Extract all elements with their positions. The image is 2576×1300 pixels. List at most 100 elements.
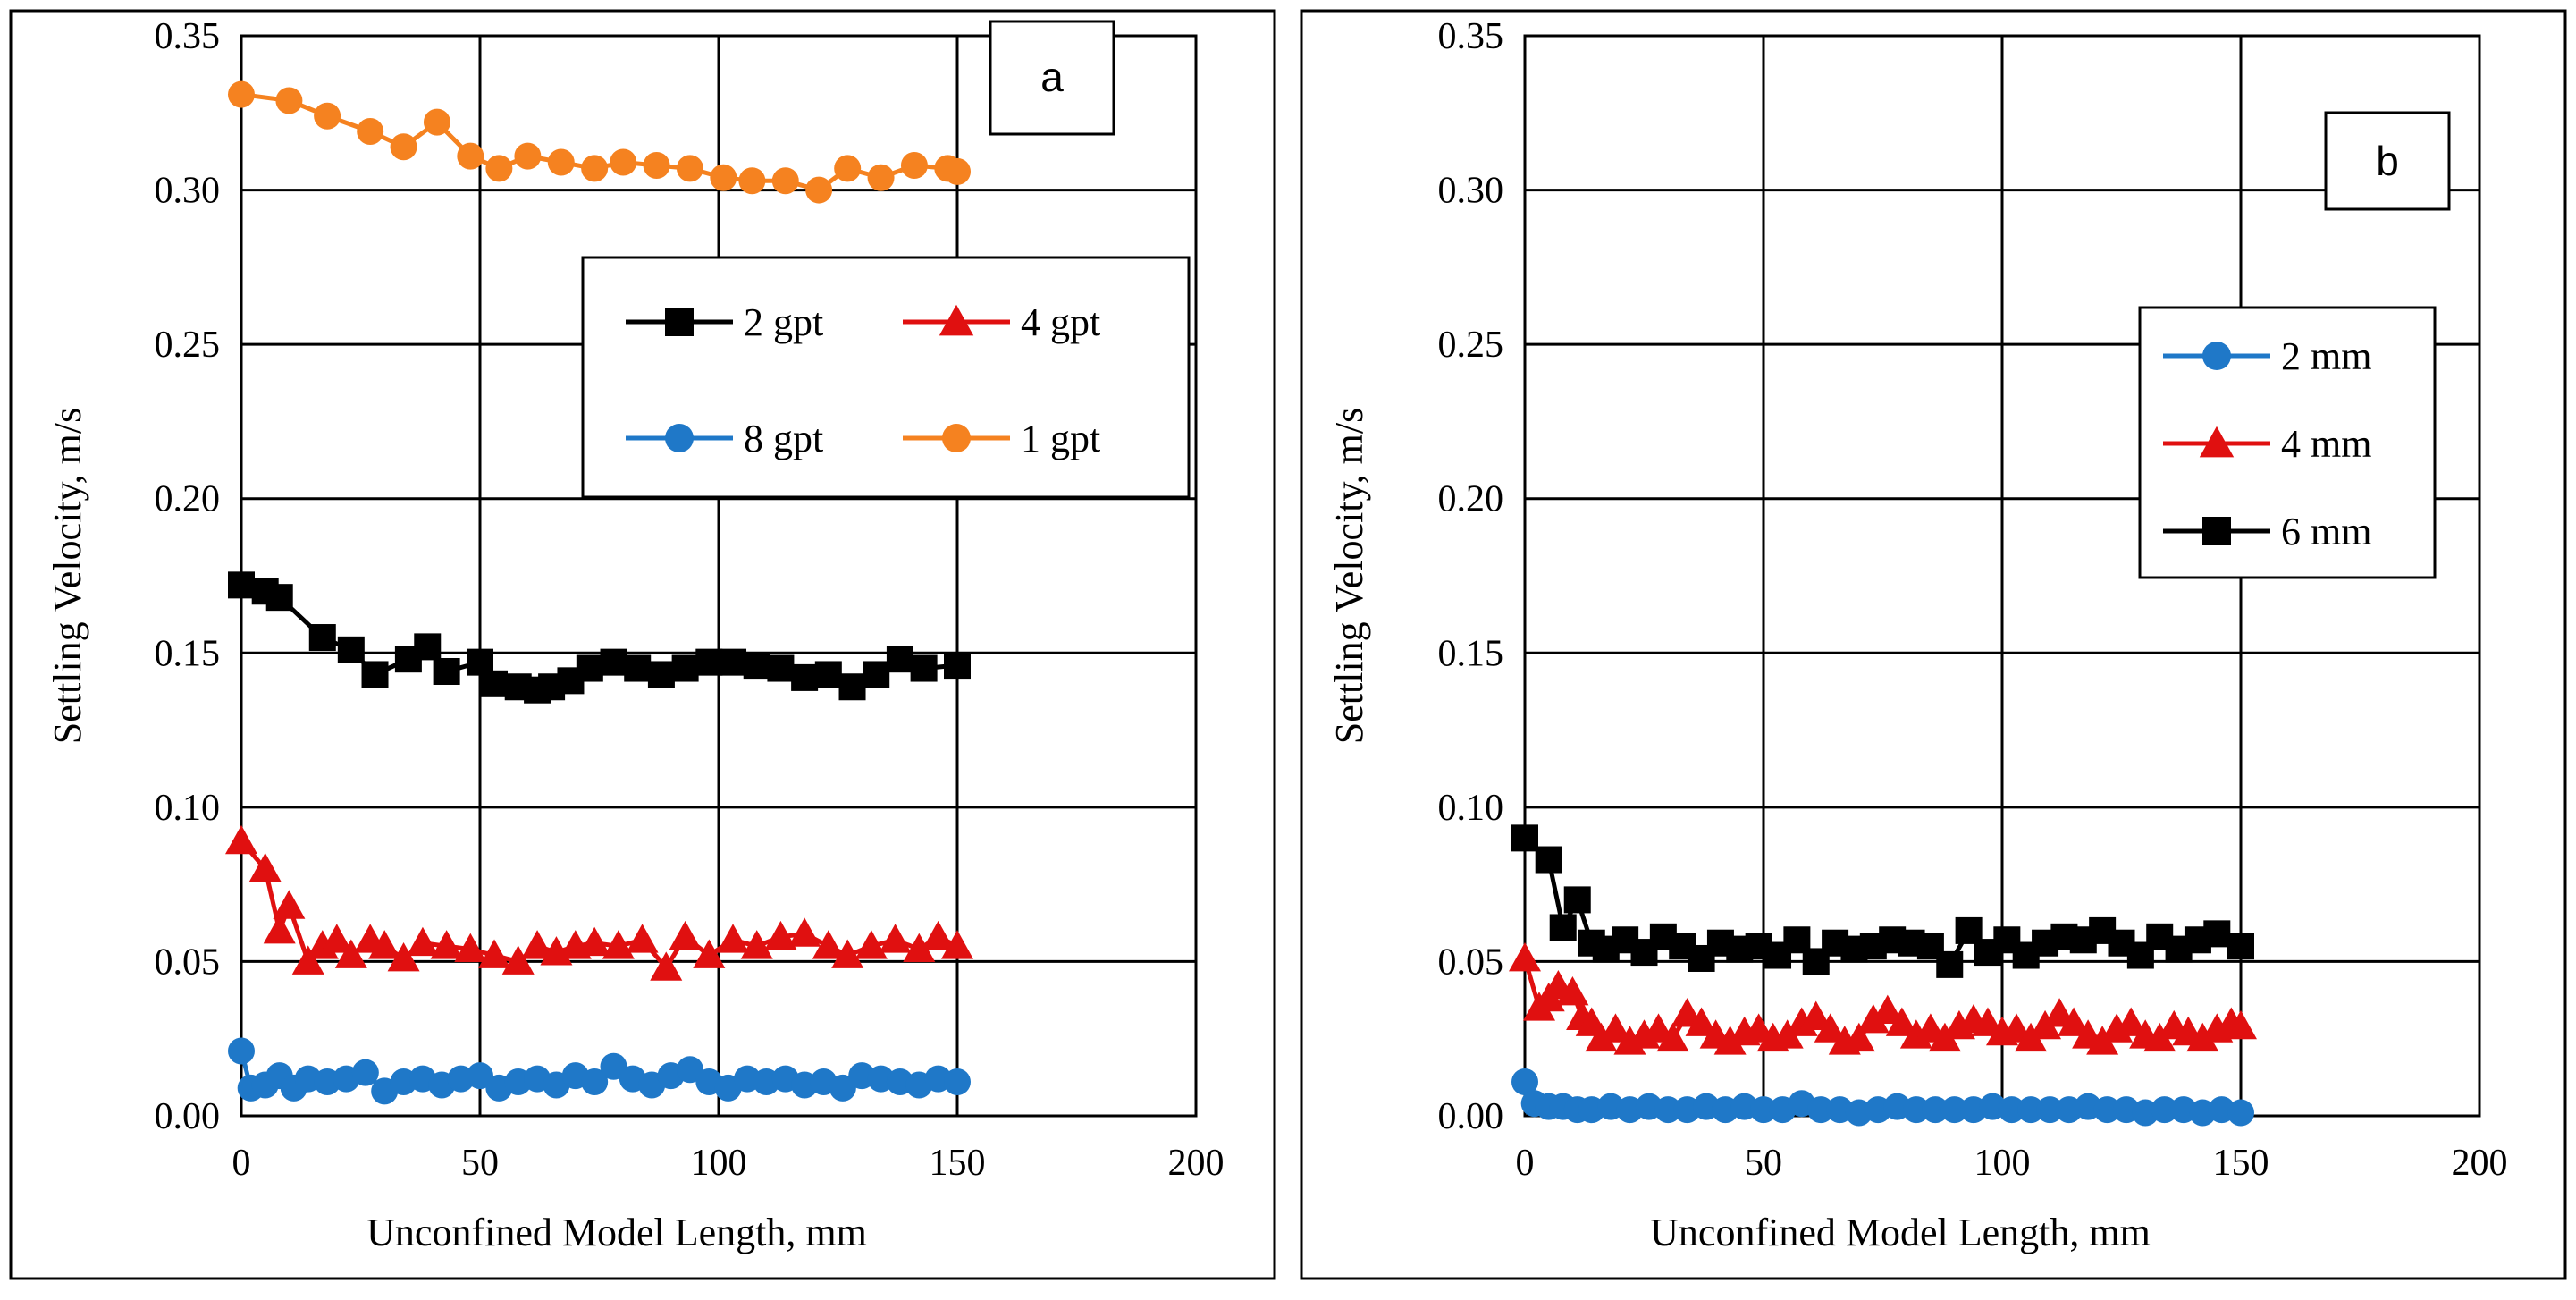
y-tick-label: 0.05 (155, 941, 221, 983)
legend-a-items: 2 gpt 4 gpt 8 gpt 1 gpt (626, 300, 1100, 460)
data-point (2227, 933, 2254, 960)
data-point (743, 652, 770, 680)
y-axis-label-b: Settling Velocity, m/s (1327, 408, 1371, 744)
data-point (1842, 1022, 1875, 1052)
data-point (248, 852, 282, 882)
legend-marker (2202, 517, 2231, 545)
legend-marker (2202, 342, 2231, 370)
series-1-gpt (228, 80, 971, 204)
data-point (1713, 1026, 1747, 1055)
legend-label: 1 gpt (1021, 417, 1100, 460)
data-point (600, 648, 627, 676)
legend-a: 2 gpt 4 gpt 8 gpt 1 gpt (581, 256, 1191, 499)
data-point (610, 148, 637, 176)
data-point (308, 624, 336, 652)
y-tick-label: 0.20 (155, 479, 221, 520)
series-2-gpt (228, 571, 971, 704)
data-point (1549, 914, 1577, 941)
data-point (626, 924, 659, 953)
data-point (1511, 824, 1538, 852)
y-tick-label: 0.20 (1438, 479, 1504, 520)
panel-a-label: a (1040, 54, 1064, 100)
panel-a-label-box (989, 20, 1115, 136)
y-tick-label: 0.15 (1438, 633, 1504, 674)
data-point (414, 633, 442, 661)
data-point (263, 914, 296, 944)
x-tick-label: 50 (1745, 1143, 1782, 1184)
data-point (406, 926, 439, 957)
x-tick-label: 150 (930, 1143, 986, 1184)
data-point (671, 654, 699, 682)
legend-b: 2 mm 4 mm 6 mm (2138, 306, 2437, 579)
data-point (814, 661, 842, 688)
data-point (334, 939, 367, 968)
data-point (771, 167, 799, 195)
data-point (1885, 1007, 1918, 1036)
data-point (514, 142, 542, 170)
legend-marker (939, 304, 974, 336)
data-point (1585, 1022, 1618, 1052)
data-point (320, 924, 353, 953)
legend-item: 4 mm (2163, 422, 2371, 466)
y-tick-label: 0.00 (1438, 1096, 1504, 1137)
series-4-gpt (225, 824, 973, 981)
data-point (602, 930, 635, 959)
legend-label: 4 gpt (1021, 300, 1100, 344)
data-point (829, 1074, 856, 1102)
data-point (788, 917, 821, 947)
y-tick-label: 0.25 (1438, 325, 1504, 366)
data-point (738, 167, 766, 195)
data-point (1902, 1096, 1930, 1124)
data-point (886, 646, 913, 673)
y-tick-label: 0.30 (1438, 171, 1504, 212)
data-point (578, 926, 611, 957)
legend-marker (2199, 426, 2235, 458)
data-point (1807, 1096, 1835, 1124)
data-point (457, 142, 484, 170)
data-point (805, 176, 833, 204)
x-tick-label: 0 (232, 1143, 251, 1184)
data-point (2203, 920, 2231, 948)
data-point (2186, 1022, 2219, 1052)
legend-label: 2 gpt (744, 300, 823, 344)
data-point (2036, 1096, 2064, 1124)
data-point (228, 1037, 255, 1065)
x-axis-label-a: Unconfined Model Length, mm (366, 1211, 867, 1254)
data-point (314, 102, 341, 130)
x-tick-label: 0 (1516, 1143, 1535, 1184)
legend-item: 4 gpt (903, 300, 1100, 344)
data-point (430, 930, 463, 959)
y-axis-label-a: Settling Velocity, m/s (46, 408, 89, 744)
data-point (669, 920, 702, 950)
data-point (2058, 1007, 2091, 1036)
y-tick-label: 0.10 (155, 788, 221, 829)
data-point (368, 930, 401, 959)
data-point (693, 939, 726, 968)
data-point (225, 824, 257, 855)
data-point (1998, 1096, 2025, 1124)
data-point (695, 648, 723, 676)
y-tick-label: 0.35 (155, 16, 221, 57)
x-ticks-a: 0 50 100 150 200 (232, 1143, 1225, 1184)
data-point (1535, 846, 1562, 874)
data-point (1511, 1068, 1538, 1096)
data-point (357, 117, 384, 145)
series-2-mm (1511, 1068, 2254, 1127)
data-point (2227, 1099, 2254, 1127)
data-point (879, 924, 912, 953)
y-tick-label: 0.30 (155, 171, 221, 212)
data-point (1814, 1013, 1847, 1043)
x-axis-label-b: Unconfined Model Length, mm (1650, 1211, 2151, 1254)
data-point (767, 654, 795, 682)
data-point (650, 951, 683, 981)
data-point (454, 933, 487, 963)
y-tick-label: 0.10 (1438, 788, 1504, 829)
data-point (1750, 1096, 1777, 1124)
data-point (1654, 1096, 1682, 1124)
data-point (900, 151, 928, 179)
data-point (387, 941, 420, 972)
data-point (1656, 1022, 1689, 1052)
data-point (1599, 1013, 1632, 1043)
data-point (361, 661, 389, 688)
data-point (922, 920, 955, 950)
